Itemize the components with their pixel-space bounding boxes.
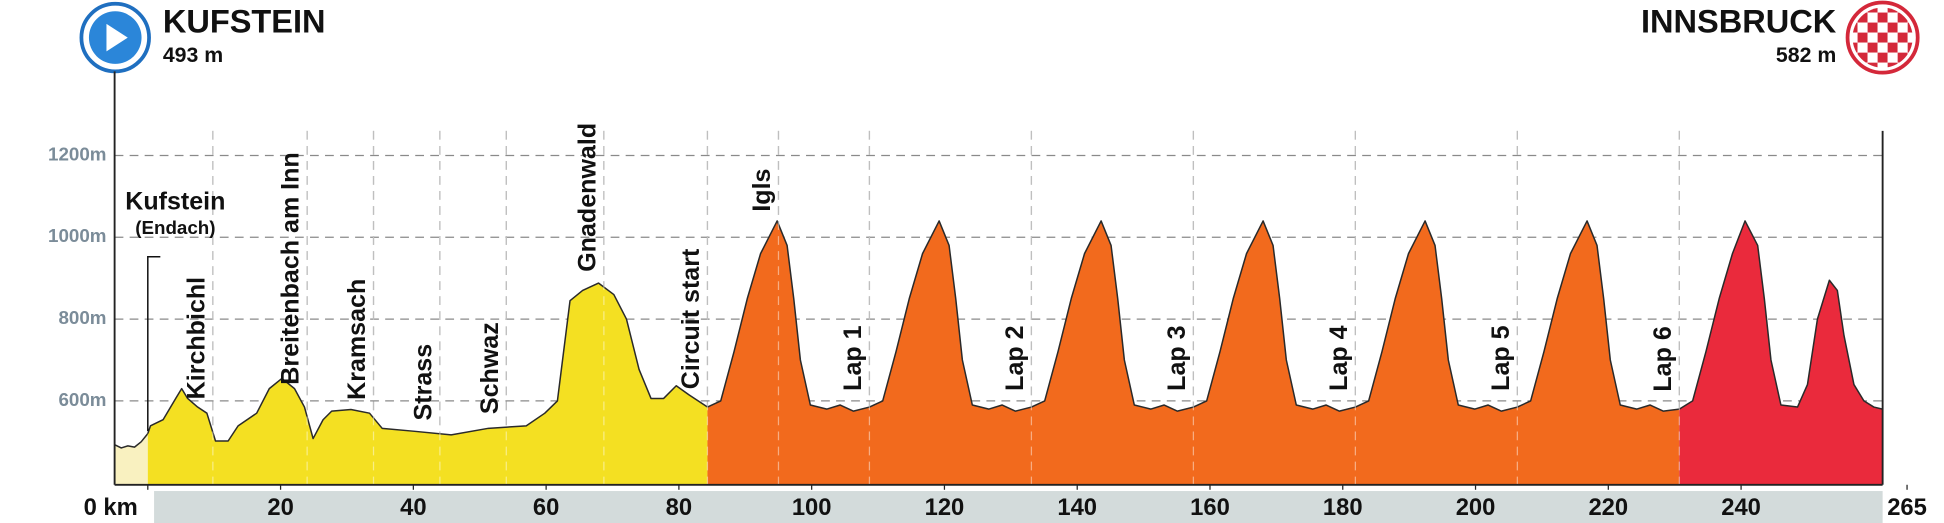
place-label: Gnadenwald <box>573 123 601 272</box>
flag-square <box>1887 32 1898 43</box>
x-tick-label: 120 <box>925 494 965 521</box>
flag-square <box>1887 42 1898 53</box>
place-label: Lap 6 <box>1649 326 1677 391</box>
x-tick-label: 160 <box>1190 494 1230 521</box>
x-tick-label: 60 <box>533 494 559 521</box>
place-label: Lap 2 <box>1001 325 1029 390</box>
place-label: Lap 3 <box>1163 325 1191 390</box>
x-tick-label: 265 <box>1887 494 1927 521</box>
flag-square <box>1897 42 1908 53</box>
start-icon-arrow <box>106 23 128 52</box>
flag-square <box>1907 42 1913 53</box>
place-label: Kirchbichl <box>182 277 210 399</box>
x-axis-bar <box>154 491 1883 523</box>
flag-square <box>1887 22 1898 33</box>
flag-square <box>1907 62 1913 68</box>
flag-square <box>1867 22 1878 33</box>
flag-square <box>1877 7 1888 13</box>
flag-square <box>1887 52 1898 63</box>
x-tick-label: 240 <box>1721 494 1761 521</box>
place-label: Lap 5 <box>1487 325 1515 390</box>
x-tick-label: 20 <box>267 494 293 521</box>
flag-square <box>1897 12 1908 23</box>
start-label-note: (Endach) <box>135 217 215 238</box>
elevation-area <box>707 220 1680 485</box>
y-tick-label: 800m <box>58 307 106 328</box>
place-label: Circuit start <box>677 248 705 389</box>
flag-square <box>1867 7 1878 13</box>
x-tick-label: 180 <box>1323 494 1363 521</box>
place-label: Strass <box>409 344 437 421</box>
flag-square <box>1857 42 1868 53</box>
flag-square <box>1852 22 1858 33</box>
flag-square <box>1857 12 1868 23</box>
flag-square <box>1867 12 1878 23</box>
flag-square <box>1852 7 1858 13</box>
flag-square <box>1887 7 1898 13</box>
flag-square <box>1877 22 1888 33</box>
start-label: Kufstein <box>125 188 225 216</box>
elevation-line <box>707 220 1680 412</box>
y-tick-label: 1000m <box>48 225 106 246</box>
flag-square <box>1852 32 1858 43</box>
flag-square <box>1877 52 1888 63</box>
x-tick-label: 140 <box>1057 494 1097 521</box>
flag-square <box>1907 22 1913 33</box>
elevation-area <box>114 433 148 485</box>
place-label: Breitenbach am Inn <box>277 152 305 384</box>
elevation-line <box>114 433 149 449</box>
flag-square <box>1852 42 1858 53</box>
header: KUFSTEIN 493 m INNSBRUCK 582 m <box>79 0 1920 75</box>
elevation-area <box>1679 220 1883 485</box>
place-label: Kramsach <box>343 279 371 400</box>
place-label: Igls <box>748 169 776 212</box>
flag-square <box>1857 32 1868 43</box>
flag-square <box>1897 52 1908 63</box>
flag-square <box>1877 62 1888 68</box>
flag-square <box>1897 22 1908 33</box>
place-label: Lap 1 <box>839 325 867 390</box>
y-tick-label: 1200m <box>48 143 106 164</box>
plot-area: 600m 800m 1000m 1200m Kirchbichl Breitenbach … <box>48 71 1927 523</box>
flag-square <box>1877 32 1888 43</box>
flag-square <box>1877 42 1888 53</box>
flag-square <box>1867 62 1878 68</box>
y-tick-label: 600m <box>58 389 106 410</box>
flag-square <box>1887 12 1898 23</box>
flag-square <box>1877 12 1888 23</box>
start-label-leader <box>147 256 161 432</box>
elevation-line <box>147 282 708 442</box>
flag-square <box>1907 32 1913 43</box>
start-altitude: 493 m <box>163 43 223 67</box>
flag-square <box>1867 52 1878 63</box>
x-tick-label: 200 <box>1456 494 1496 521</box>
x-tick-label: 0 km <box>84 494 138 521</box>
finish-altitude: 582 m <box>1776 43 1836 67</box>
x-tick-label: 100 <box>792 494 832 521</box>
place-label: Lap 4 <box>1325 325 1353 390</box>
flag-square <box>1867 32 1878 43</box>
flag-square <box>1852 62 1858 68</box>
finish-name: INNSBRUCK <box>1641 3 1837 39</box>
flag-square <box>1897 32 1908 43</box>
flag-square <box>1857 52 1868 63</box>
flag-square <box>1867 42 1878 53</box>
flag-square <box>1887 62 1898 68</box>
elevation-line <box>1678 220 1883 410</box>
elevation-area <box>147 283 708 485</box>
start-name: KUFSTEIN <box>163 3 326 39</box>
x-tick-label: 80 <box>666 494 692 521</box>
x-tick-label: 40 <box>400 494 426 521</box>
flag-square <box>1857 22 1868 33</box>
flag-square <box>1907 7 1913 13</box>
place-label: Schwaz <box>476 322 504 414</box>
x-tick-label: 220 <box>1588 494 1628 521</box>
